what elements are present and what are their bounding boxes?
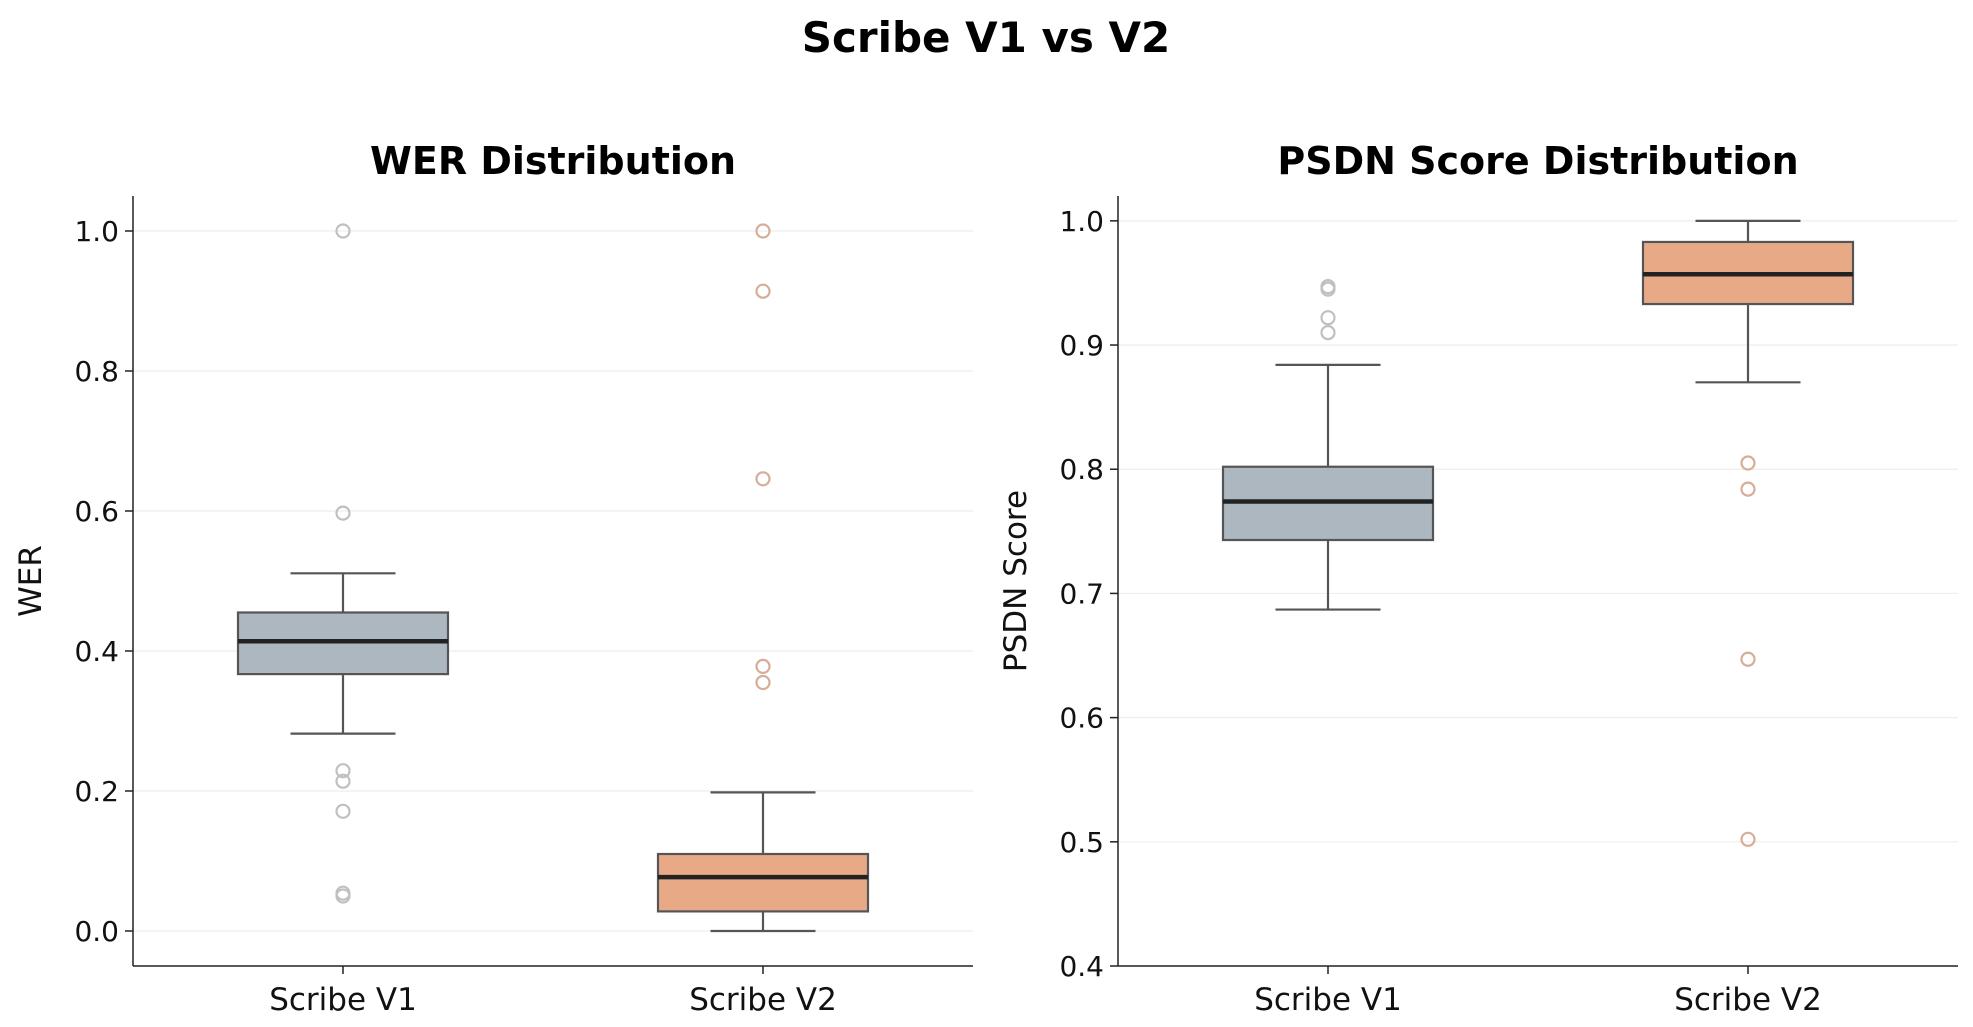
psdn-box-0: [1221, 279, 1435, 611]
outlier-point: [1320, 281, 1336, 297]
wer-box-1: [656, 223, 870, 933]
outlier-point: [1320, 310, 1336, 326]
wer-ylabel: WER: [13, 545, 49, 617]
wer-ytick-label: 0.8: [74, 355, 119, 388]
psdn-ytick-label: 0.9: [1059, 329, 1104, 362]
psdn-ytick-label: 0.6: [1059, 702, 1104, 735]
psdn-box-1: [1641, 219, 1855, 847]
wer-category-label: Scribe V1: [269, 982, 417, 1018]
psdn-category-label: Scribe V2: [1674, 982, 1822, 1018]
wer-ytick-label: 1.0: [74, 215, 119, 248]
psdn-ytick-label: 0.5: [1059, 826, 1104, 859]
wer-ytick-label: 0.6: [74, 495, 119, 528]
wer-panel: WER Distribution 0.0 0.2 0.4 0.6 0.8 1.0 WER Scr…: [13, 139, 973, 1018]
outlier-point: [335, 803, 351, 819]
box-body: [656, 852, 870, 913]
psdn-panel: PSDN Score Distribution 0.4 0.5 0.6 0.7 0.8 0.…: [998, 139, 1958, 1018]
psdn-category-label: Scribe V1: [1254, 982, 1402, 1018]
wer-ytick-label: 0.2: [74, 775, 119, 808]
outlier-point: [755, 674, 771, 691]
wer-box-0: [236, 223, 450, 904]
psdn-ytick-label: 0.7: [1059, 577, 1104, 610]
wer-title: WER Distribution: [370, 139, 736, 183]
figure-title: Scribe V1 vs V2: [802, 13, 1171, 62]
outlier-point: [335, 223, 351, 239]
outlier-point: [755, 658, 771, 675]
psdn-ytick-label: 0.8: [1059, 453, 1104, 486]
outlier-point: [755, 471, 771, 487]
outlier-point: [335, 505, 351, 521]
outlier-point: [335, 888, 351, 904]
outlier-point: [1740, 455, 1756, 471]
psdn-ylabel: PSDN Score: [998, 490, 1034, 672]
psdn-title: PSDN Score Distribution: [1277, 139, 1798, 183]
psdn-ytick-label: 1.0: [1059, 205, 1104, 238]
outlier-point: [1740, 481, 1756, 497]
outlier-point: [1740, 651, 1756, 667]
outlier-point: [335, 763, 351, 779]
outlier-point: [755, 283, 771, 299]
outlier-point: [1320, 325, 1336, 341]
outlier-point: [1740, 831, 1756, 847]
wer-ytick-label: 0.0: [74, 915, 119, 948]
outlier-point: [755, 223, 771, 239]
psdn-ytick-label: 0.4: [1059, 950, 1104, 983]
wer-category-label: Scribe V2: [689, 982, 837, 1018]
outlier-point: [335, 773, 351, 789]
wer-ytick-label: 0.4: [74, 635, 119, 668]
